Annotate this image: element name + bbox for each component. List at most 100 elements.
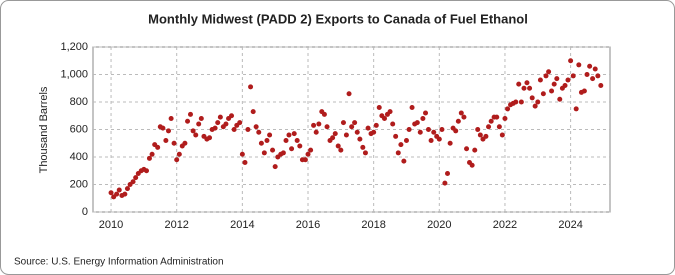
data-point — [321, 111, 327, 117]
data-point — [256, 129, 262, 135]
data-point — [250, 109, 256, 115]
data-point — [499, 132, 505, 138]
data-point — [445, 171, 451, 176]
data-point — [261, 150, 267, 156]
data-point — [130, 179, 136, 185]
data-point — [518, 99, 524, 105]
data-point — [540, 91, 546, 97]
data-point — [360, 144, 366, 150]
data-point — [116, 187, 122, 193]
data-point — [598, 83, 604, 88]
data-point — [185, 118, 191, 124]
data-point — [133, 175, 139, 181]
data-point — [332, 131, 338, 137]
data-point — [472, 147, 478, 153]
data-point — [595, 73, 601, 79]
data-point — [425, 127, 431, 132]
data-point — [420, 116, 426, 121]
data-point — [398, 142, 404, 148]
data-point — [343, 132, 349, 138]
data-point — [272, 164, 278, 170]
data-point — [532, 103, 538, 109]
data-point — [486, 124, 492, 130]
data-point — [242, 160, 248, 165]
data-point — [207, 135, 213, 141]
data-point — [381, 116, 387, 121]
data-point — [483, 133, 489, 139]
x-tick-label: 2010 — [99, 219, 123, 231]
data-point — [302, 157, 308, 163]
data-point — [587, 63, 593, 69]
data-point — [428, 138, 434, 143]
x-tick-label: 2012 — [164, 219, 188, 231]
data-point — [357, 136, 363, 142]
data-point — [352, 120, 358, 126]
data-point — [447, 140, 453, 146]
data-point — [488, 118, 494, 124]
data-point — [286, 132, 292, 138]
y-tick-label: 800 — [70, 96, 88, 108]
data-point — [390, 121, 396, 127]
y-tick-label: 1,200 — [60, 41, 88, 53]
data-point — [190, 128, 196, 134]
data-point — [239, 151, 245, 157]
data-point — [223, 121, 229, 127]
data-point — [182, 140, 188, 146]
data-point — [455, 118, 461, 124]
data-point — [464, 146, 470, 152]
data-point — [346, 91, 352, 97]
data-point — [146, 155, 152, 161]
x-tick-label: 2016 — [296, 219, 320, 231]
data-point — [335, 143, 341, 149]
data-point — [439, 127, 445, 132]
y-tick-label: 200 — [70, 178, 88, 190]
data-point — [316, 121, 322, 127]
data-point — [144, 168, 150, 174]
data-point — [297, 143, 303, 149]
data-point — [417, 129, 423, 135]
data-point — [324, 124, 330, 130]
data-point — [502, 116, 508, 121]
data-point — [537, 77, 543, 83]
data-point — [543, 73, 549, 79]
data-point — [160, 125, 166, 131]
y-tick-label: 600 — [70, 123, 88, 135]
data-point — [562, 83, 568, 88]
data-point — [546, 69, 552, 75]
data-point — [442, 180, 448, 186]
x-tick-label: 2018 — [361, 219, 385, 231]
data-point — [557, 96, 563, 102]
data-point — [215, 120, 221, 126]
data-point — [155, 144, 161, 150]
data-point — [423, 110, 429, 116]
data-point — [524, 80, 530, 86]
data-point — [414, 120, 420, 126]
data-point — [403, 138, 409, 143]
data-point — [311, 122, 317, 128]
data-point — [570, 73, 576, 79]
data-point — [124, 186, 130, 192]
x-tick-label: 2014 — [230, 219, 254, 231]
data-point — [196, 121, 202, 127]
data-point — [229, 113, 235, 119]
data-point — [592, 66, 598, 72]
y-tick-label: 1,000 — [60, 68, 88, 80]
data-point — [477, 132, 483, 138]
data-point — [289, 146, 295, 152]
data-point — [114, 191, 120, 197]
data-point — [340, 120, 346, 126]
data-point — [362, 150, 368, 156]
data-point — [253, 124, 259, 130]
data-point — [549, 88, 555, 94]
data-point — [231, 127, 237, 132]
data-point — [458, 110, 464, 116]
data-point — [590, 76, 596, 82]
data-point — [168, 116, 174, 121]
data-point — [291, 131, 297, 137]
data-point — [373, 122, 379, 128]
data-point — [371, 129, 377, 135]
data-point — [174, 157, 180, 163]
